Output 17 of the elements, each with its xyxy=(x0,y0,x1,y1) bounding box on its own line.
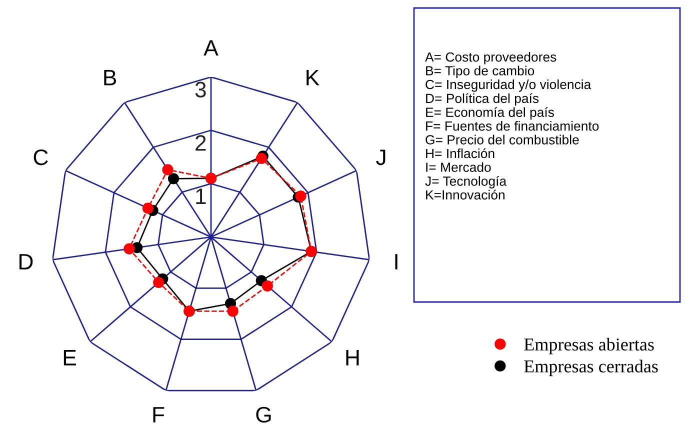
legend-label: Empresas abiertas xyxy=(524,338,654,354)
legend-label: Empresas cerradas xyxy=(524,360,658,376)
spoke-label: A xyxy=(204,40,218,56)
spoke-label: G xyxy=(256,406,271,423)
y-tick-label: 2 xyxy=(196,135,206,151)
text: A= Costo proveedores B= Tipo de cambio C= Inseguridad y/o violencia D= Política del país E= Economía del país F= Fuentes de financiamiento G= Precio del combustible H= Inflación I= Mercado J= Tecnología K=Innovación xyxy=(425,52,599,200)
spoke-label: H xyxy=(346,350,359,366)
spoke-label: K xyxy=(306,70,320,86)
spoke-label: F xyxy=(153,407,164,422)
y-tick-label: 3 xyxy=(195,82,206,98)
spoke-label: B xyxy=(104,70,116,86)
spoke-label: J xyxy=(376,150,386,166)
spoke-label: I xyxy=(395,254,398,270)
y-tick-label: 1 xyxy=(196,188,206,204)
spoke-label: E xyxy=(64,350,76,366)
spoke-label: D xyxy=(20,254,33,270)
spoke-label: C xyxy=(34,149,48,166)
